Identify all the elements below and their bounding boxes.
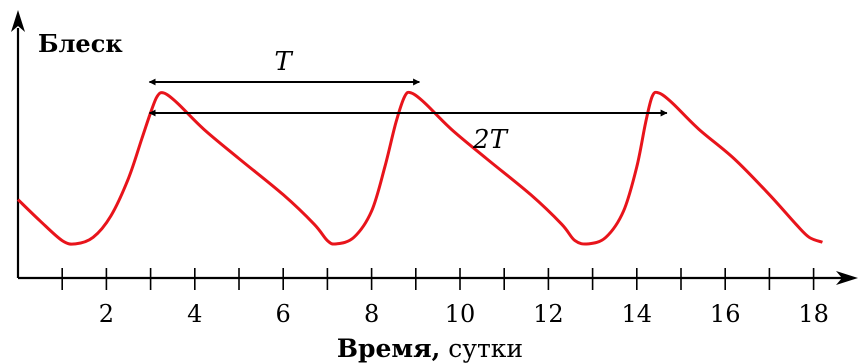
- x-tick-labels: 2 4 6 8 10 12 14 16 18: [99, 300, 829, 328]
- x-tick-label: 18: [798, 300, 829, 328]
- x-tick-label: 12: [533, 300, 564, 328]
- period-label: T: [274, 47, 293, 77]
- period-label: 2T: [472, 125, 509, 155]
- x-axis-arrow-icon: [836, 271, 858, 285]
- x-tick-label: 14: [622, 300, 653, 328]
- x-axis-label-unit: сутки: [440, 334, 523, 363]
- x-tick-label: 8: [364, 300, 379, 328]
- x-tick-label: 6: [276, 300, 291, 328]
- y-axis-arrow-icon: [11, 10, 25, 32]
- x-axis-label-main: Время,: [337, 334, 440, 363]
- x-tick-label: 16: [710, 300, 741, 328]
- x-axis-label: Время, сутки: [337, 334, 523, 363]
- y-axis-label: Блеск: [38, 29, 123, 58]
- period-annotations: T 2T: [148, 47, 668, 155]
- x-tick-label: 2: [99, 300, 114, 328]
- x-ticks: [61, 268, 815, 290]
- x-tick-label: 4: [187, 300, 202, 328]
- x-tick-label: 10: [445, 300, 476, 328]
- series-line: [16, 90, 823, 246]
